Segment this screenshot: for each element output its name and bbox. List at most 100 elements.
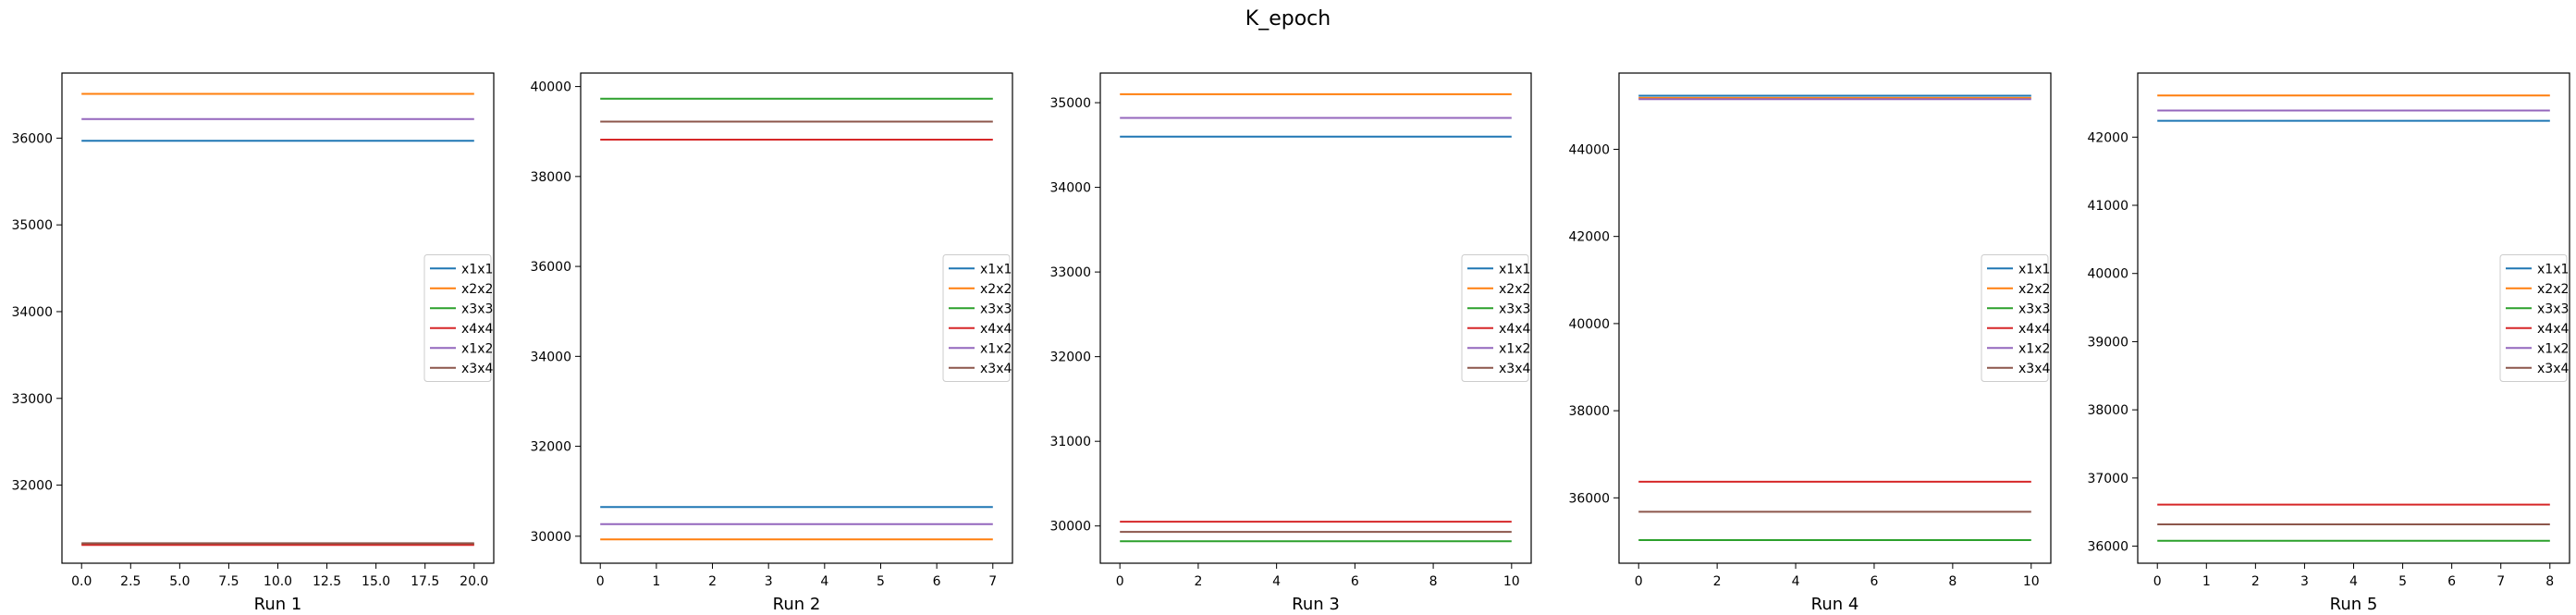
legend-item-x1x2: x1x2 [1467,341,1530,356]
y-tick-label: 35000 [11,218,53,233]
y-tick-label: 42000 [1568,230,1610,245]
x-axis: 0 1 2 3 4 5 6 7 [596,563,997,589]
x-tick-label: 6 [1351,574,1359,589]
legend-box [2499,254,2568,382]
y-tick-label: 37000 [2087,472,2128,486]
legend-item-x3x3: x3x3 [430,301,493,316]
subplot-run-1: 0.0 2.5 5.0 7.5 10.0 12.5 15.0 17.5 20.0 32000 330… [11,72,495,614]
x-tick-label: 4 [1792,574,1800,589]
legend-box [942,254,1011,382]
y-tick-label: 36000 [2087,540,2128,555]
x-tick-label: 2 [1713,574,1722,589]
x-tick-label: 4 [1272,574,1281,589]
x-tick-label: 12.5 [313,574,341,589]
x-tick-label: 5 [2398,574,2407,589]
legend-item-x2x2: x2x2 [2506,282,2569,297]
legend-label: x3x4 [980,362,1012,376]
legend-item-x1x2: x1x2 [2506,341,2569,356]
y-tick-label: 33000 [11,392,53,407]
y-axis: 32000 33000 34000 35000 36000 [11,131,62,494]
legend-label: x1x2 [2018,341,2050,356]
legend-label: x4x4 [1499,322,1530,337]
legend-label: x1x2 [461,341,493,356]
legend-label: x1x1 [980,262,1012,277]
x-tick-label: 2 [1194,574,1202,589]
legend-item-x2x2: x2x2 [1467,282,1530,297]
x-tick-label: 1 [2202,574,2211,589]
y-tick-label: 31000 [1049,435,1091,449]
x-axis-label: Run 3 [1292,595,1340,614]
legend-label: x4x4 [980,322,1012,337]
legend: x1x1 x2x2 x3x3 x4x4 x1x2 x3x4 [1461,254,1530,382]
legend-label: x2x2 [1499,282,1530,297]
subplot-run-5: 0 1 2 3 4 5 6 7 8 36000 37000 38000 39000 40000 41000 4… [2087,72,2570,614]
y-tick-label: 40000 [530,80,571,95]
x-tick-label: 0.0 [71,574,92,589]
legend: x1x1 x2x2 x3x3 x4x4 x1x2 x3x4 [1981,254,2050,382]
legend-label: x1x2 [2537,341,2569,356]
y-tick-label: 38000 [2087,403,2128,418]
y-axis: 30000 32000 34000 36000 38000 40000 [530,80,581,545]
series-lines [600,97,993,541]
legend-label: x3x3 [461,301,493,316]
subplot-run-2: 0 1 2 3 4 5 6 7 30000 32000 34000 36000 38000 40000 Ru… [530,72,1013,614]
axes-frame [1618,72,2052,564]
legend-label: x3x3 [2537,301,2569,316]
legend-item-x1x2: x1x2 [430,341,493,356]
legend-item-x2x2: x2x2 [1987,282,2050,297]
legend-item-x4x4: x4x4 [1467,322,1530,337]
x-tick-label: 5.0 [169,574,190,589]
legend-item-x1x1: x1x1 [430,262,493,277]
legend-item-x2x2: x2x2 [430,282,493,297]
y-tick-label: 30000 [1049,520,1091,535]
subplot-run-4: 0 2 4 6 8 10 36000 38000 40000 42000 44000 Run 4 x1x… [1568,72,2052,614]
legend-item-x1x1: x1x1 [2506,262,2569,277]
legend: x1x1 x2x2 x3x3 x4x4 x1x2 x3x4 [423,254,493,382]
legend: x1x1 x2x2 x3x3 x4x4 x1x2 x3x4 [942,254,1012,382]
subplots: 0.0 2.5 5.0 7.5 10.0 12.5 15.0 17.5 20.032000330… [11,72,2570,614]
x-tick-label: 10 [2023,574,2040,589]
y-tick-label: 36000 [11,131,53,146]
y-tick-label: 36000 [530,260,571,275]
y-tick-label: 30000 [530,530,571,545]
legend-label: x3x4 [2018,362,2050,376]
legend-item-x1x1: x1x1 [1987,262,2050,277]
y-tick-label: 38000 [530,170,571,185]
legend-label: x1x2 [980,341,1012,356]
y-axis: 36000 38000 40000 42000 44000 [1568,142,1619,506]
legend-label: x3x3 [1499,301,1530,316]
figure-title: K_epoch [1245,7,1331,31]
y-tick-label: 32000 [11,479,53,494]
x-tick-label: 0 [2153,574,2162,589]
x-tick-label: 4 [2349,574,2358,589]
legend-label: x2x2 [2537,282,2569,297]
x-tick-label: 0 [1635,574,1643,589]
x-tick-label: 5 [877,574,885,589]
legend-item-x4x4: x4x4 [430,322,493,337]
legend-label: x1x1 [2018,262,2050,277]
y-tick-label: 35000 [1049,96,1091,111]
x-tick-label: 15.0 [362,574,390,589]
x-tick-label: 4 [820,574,828,589]
legend-item-x3x4: x3x4 [949,362,1012,376]
legend-item-x4x4: x4x4 [2506,322,2569,337]
x-tick-label: 10.0 [264,574,292,589]
x-tick-label: 7 [2496,574,2505,589]
legend-item-x3x4: x3x4 [2506,362,2569,376]
x-tick-label: 7 [988,574,997,589]
legend-label: x2x2 [980,282,1012,297]
legend-label: x3x4 [461,362,493,376]
series-lines [2157,94,2550,542]
legend-box [1981,254,2049,382]
x-tick-label: 6 [2447,574,2456,589]
legend: x1x1 x2x2 x3x3 x4x4 x1x2 x3x4 [2499,254,2569,382]
legend-label: x1x2 [1499,341,1530,356]
x-tick-label: 6 [1870,574,1878,589]
series-lines [1120,92,1512,543]
y-axis: 30000 31000 32000 33000 34000 35000 [1049,96,1100,535]
legend-item-x2x2: x2x2 [949,282,1012,297]
x-tick-label: 6 [933,574,941,589]
y-tick-label: 36000 [1568,491,1610,506]
x-tick-label: 7.5 [218,574,239,589]
